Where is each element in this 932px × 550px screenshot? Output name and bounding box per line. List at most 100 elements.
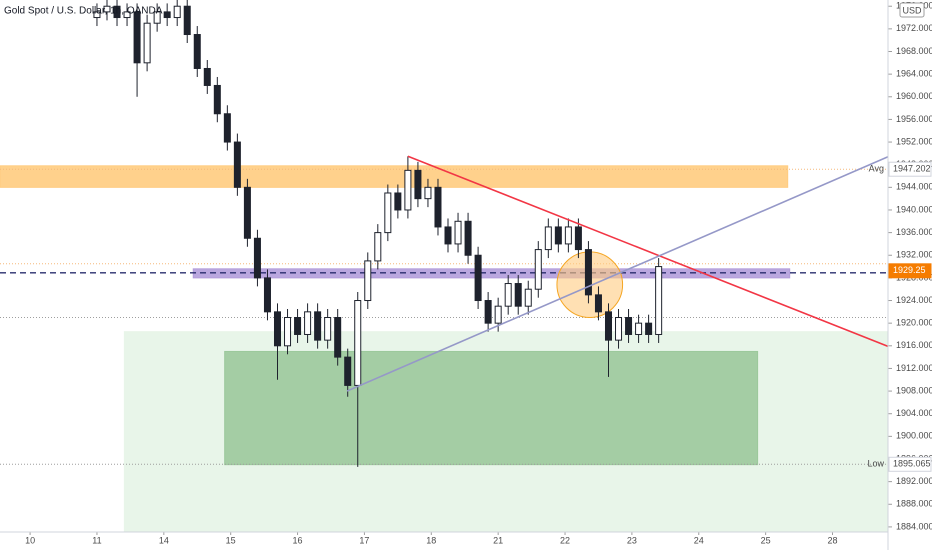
currency: USD [902,5,922,15]
candle-body [404,169,412,211]
candle-body [414,169,422,200]
y-tick-label: 1940.000 [896,204,932,214]
candle-body [183,5,191,36]
candle-body [213,84,221,115]
candle-body [324,317,332,341]
price-label: 1895.065 [893,459,931,469]
candle-body [504,283,512,307]
x-tick-label: 17 [359,535,369,545]
candle-body [193,34,201,69]
price-label-name: Low [867,459,884,469]
currency-box [899,2,925,18]
price-label-box [888,161,932,177]
y-tick-label: 1916.000 [896,340,932,350]
candle-body [635,322,643,335]
candle-body [444,226,452,245]
candle-body [494,305,502,324]
candle-body [574,226,582,251]
candle-body [273,311,282,347]
candle-body [243,186,251,239]
price-label: 1929.25 [893,265,926,275]
y-tick-label: 1912.000 [896,363,932,373]
axes: 1884.0001888.0001892.0001896.0001900.000… [25,1,932,546]
y-tick-label: 1900.000 [896,431,932,441]
trend-line [346,156,888,392]
candle-body [334,317,342,358]
candle-body [203,67,211,86]
y-tick-label: 1944.000 [896,182,932,192]
x-tick-label: 23 [627,535,637,545]
candle-body [304,311,312,335]
y-tick-label: 1932.000 [896,250,932,260]
candle-body [604,311,613,341]
candle-body [233,141,241,188]
candle-body [554,226,562,245]
x-tick-label: 25 [761,535,771,545]
zone [224,350,759,466]
y-tick-label: 1972.000 [896,23,932,33]
candle-body [344,356,352,386]
candle-body [434,186,442,228]
candle-body [464,220,472,256]
candle-body [133,11,141,64]
candle-body [263,277,271,313]
y-tick-label: 1920.000 [896,318,932,328]
candle-body [514,283,522,307]
candle-body [564,226,572,245]
candle-body [354,300,362,386]
price-label: 1947.202 [893,164,931,174]
x-tick-label: 28 [827,535,837,545]
candle-body [645,322,653,335]
x-tick-label: 15 [226,535,236,545]
candle-body [223,113,231,143]
y-tick-label: 1884.000 [896,521,932,531]
candle-body [93,11,101,19]
y-tick-label: 1964.000 [896,69,932,79]
trend-line [407,155,888,348]
y-tick-label: 1952.000 [896,136,932,146]
y-tick-label: 1892.000 [896,476,932,486]
y-tick-label: 1908.000 [896,385,932,395]
y-tick-label: 1936.000 [896,227,932,237]
x-tick-label: 21 [493,535,503,545]
x-tick-label: 10 [25,535,35,545]
x-tick-label: 14 [159,535,169,545]
candle-body [544,226,552,251]
candle-body [284,317,292,347]
candle-body [103,5,111,13]
x-tick-label: 24 [694,535,704,545]
candle-body [424,186,432,200]
y-tick-label: 1960.000 [896,91,932,101]
y-tick-label: 1888.000 [896,499,932,509]
candle-body [364,260,372,302]
y-tick-label: 1956.000 [896,114,932,124]
candle-body [625,317,633,335]
x-tick-label: 18 [426,535,436,545]
candle-body [384,192,392,234]
candle-body [113,5,121,19]
candle-body [615,317,623,341]
candle-body [524,288,532,307]
candle-body [454,220,462,245]
candle-body [534,249,542,290]
candle-body [143,22,151,64]
candle-body [173,5,181,19]
candle-body [314,311,322,341]
candle-body [374,232,382,262]
candle-body [163,11,171,19]
candle-body [294,317,302,335]
price-label-box [888,263,932,279]
price-label-name: Avg [869,164,884,174]
y-tick-label: 1968.000 [896,46,932,56]
candle-body [253,237,261,279]
candle-body [484,300,492,324]
y-tick-label: 1924.000 [896,295,932,305]
x-tick-label: 22 [560,535,570,545]
zone [0,165,789,188]
y-tick-label: 1904.000 [896,408,932,418]
candle-body [153,11,161,24]
x-tick-label: 16 [293,535,303,545]
x-tick-label: 11 [92,535,101,545]
candle-body [474,254,482,302]
